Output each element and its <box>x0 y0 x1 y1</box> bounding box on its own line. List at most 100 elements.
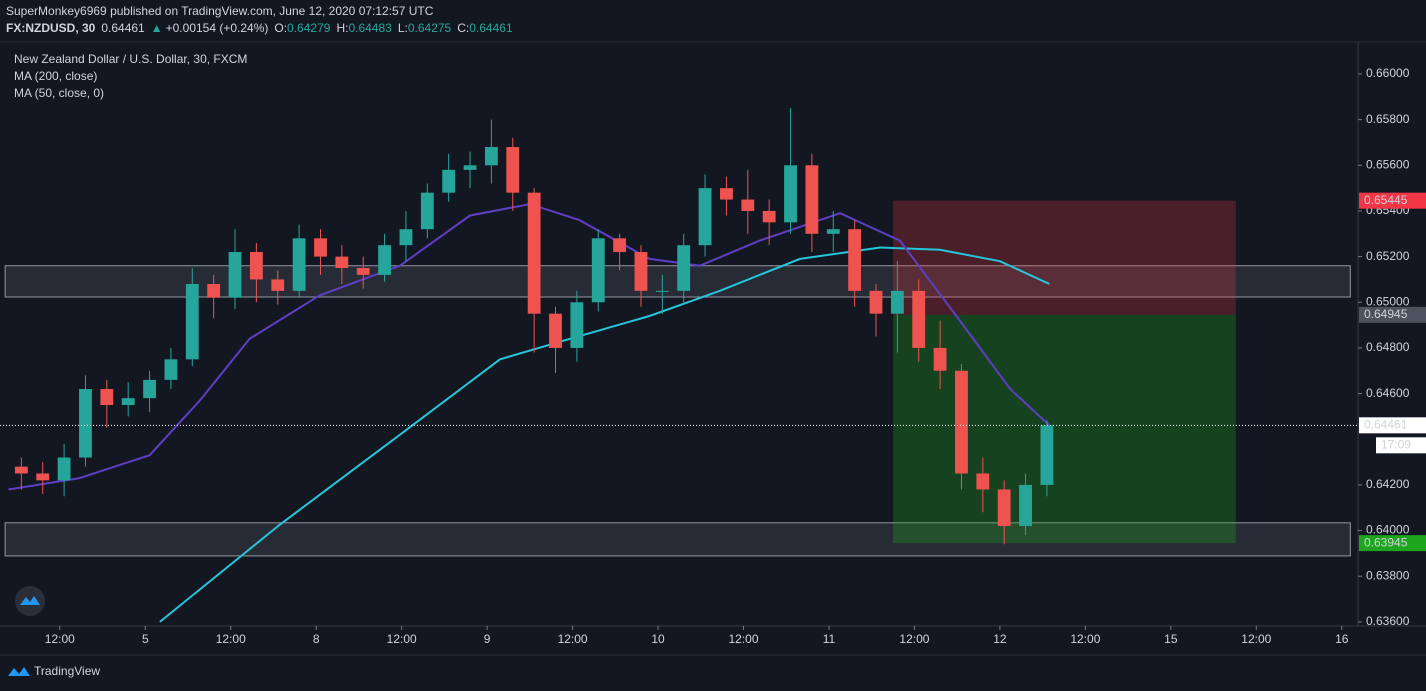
candle-body <box>185 284 199 360</box>
chart-title: New Zealand Dollar / U.S. Dollar, 30, FX… <box>14 52 247 66</box>
y-tick-label: 0.64600 <box>1366 386 1410 400</box>
candle-body <box>335 256 349 269</box>
symbol: FX:NZDUSD, 30 <box>6 21 96 35</box>
x-tick-label: 12 <box>993 632 1007 646</box>
candle-body <box>698 188 712 246</box>
candle-body <box>720 188 733 200</box>
candle-body <box>79 389 92 458</box>
target-label: 0.63945 <box>1364 535 1408 549</box>
x-tick-label: 12:00 <box>387 632 417 646</box>
candle-body <box>228 252 242 298</box>
candle-body <box>634 252 648 291</box>
x-tick-label: 5 <box>142 632 149 646</box>
entry-label: 0.64945 <box>1364 307 1408 321</box>
legend-entry: MA (200, close) <box>14 69 97 83</box>
ohlc-label: O: <box>274 21 287 35</box>
brand: TradingView <box>34 664 100 678</box>
ohlc-value: 0.64279 <box>287 21 331 35</box>
y-tick-label: 0.65800 <box>1366 112 1410 126</box>
x-tick-label: 15 <box>1164 632 1178 646</box>
candle-body <box>314 238 327 257</box>
candle-body <box>848 229 862 291</box>
x-tick-label: 12:00 <box>558 632 588 646</box>
ma-line <box>8 203 1051 491</box>
ohlc-value: 0.64461 <box>469 21 513 35</box>
candle-body <box>14 466 28 474</box>
entry-label-bg <box>1359 306 1426 323</box>
candle-body <box>955 370 968 474</box>
candle-body <box>399 229 413 246</box>
candle-body <box>463 165 477 170</box>
zone <box>4 522 1351 557</box>
candle-body <box>442 169 456 193</box>
logo-circle <box>15 586 45 616</box>
last-price-label-bg <box>1359 417 1426 434</box>
y-tick-label: 0.65000 <box>1366 294 1410 308</box>
ohlc-label: C: <box>457 21 469 35</box>
y-tick-label: 0.64200 <box>1366 477 1410 491</box>
candle-body <box>784 165 797 223</box>
candle-body <box>207 284 221 298</box>
x-tick-label: 12:00 <box>45 632 75 646</box>
y-tick-label: 0.63800 <box>1366 568 1410 582</box>
candle-body <box>570 302 584 348</box>
candle-body <box>805 165 819 234</box>
candle-body <box>677 245 691 291</box>
candle-body <box>655 290 669 292</box>
candle-body <box>869 290 883 314</box>
candle-body <box>741 199 755 211</box>
last: 0.64461 <box>101 21 145 35</box>
reward-zone <box>893 314 1236 544</box>
y-tick-label: 0.63600 <box>1366 614 1410 628</box>
y-tick-label: 0.64800 <box>1366 340 1410 354</box>
candle-body <box>420 192 434 230</box>
x-tick-label: 16 <box>1335 632 1349 646</box>
x-tick-label: 8 <box>313 632 320 646</box>
candle-body <box>997 489 1011 527</box>
ohlc-value: 0.64275 <box>408 21 452 35</box>
x-tick-label: 12:00 <box>1070 632 1100 646</box>
arrow: ▲ <box>151 21 163 35</box>
x-tick-label: 12:00 <box>899 632 929 646</box>
y-tick-label: 0.65600 <box>1366 157 1410 171</box>
candle-body <box>36 473 50 481</box>
candle-body <box>549 313 562 348</box>
y-tick-label: 0.66000 <box>1366 66 1410 80</box>
ohlc-label: L: <box>398 21 408 35</box>
change: +0.00154 (+0.24%) <box>166 21 269 35</box>
risk-zone <box>893 200 1236 315</box>
candle-body <box>826 229 840 234</box>
ohlc-value: 0.64483 <box>348 21 392 35</box>
ma-line <box>159 246 1050 623</box>
x-tick-label: 12:00 <box>1241 632 1271 646</box>
legend-entry: MA (50, close, 0) <box>14 86 104 100</box>
candle-body <box>1040 425 1054 485</box>
candle-body <box>1019 484 1032 527</box>
logo-mark <box>20 596 40 605</box>
candle-body <box>485 147 498 166</box>
candle-body <box>271 279 285 291</box>
countdown-bg <box>1376 437 1426 454</box>
candle-body <box>292 238 306 291</box>
x-tick-label: 12:00 <box>216 632 246 646</box>
candle-body <box>143 379 156 399</box>
candle-body <box>890 290 904 314</box>
last-price-label: 0.64461 <box>1364 417 1408 431</box>
candle-body <box>933 347 947 371</box>
candle-body <box>591 238 605 303</box>
candle-body <box>100 389 114 406</box>
candle-body <box>527 192 541 314</box>
stop-label: 0.65445 <box>1364 193 1408 207</box>
candle-body <box>506 147 520 193</box>
candle-body <box>912 290 926 348</box>
author-line: SuperMonkey6969 published on TradingView… <box>6 4 434 18</box>
y-tick-label: 0.64000 <box>1366 523 1410 537</box>
candle-body <box>249 252 263 280</box>
candle-body <box>356 268 370 275</box>
stop-label-bg <box>1359 192 1426 209</box>
candle-body <box>762 210 776 223</box>
candle-body <box>378 245 391 275</box>
target-label-bg <box>1359 535 1426 552</box>
